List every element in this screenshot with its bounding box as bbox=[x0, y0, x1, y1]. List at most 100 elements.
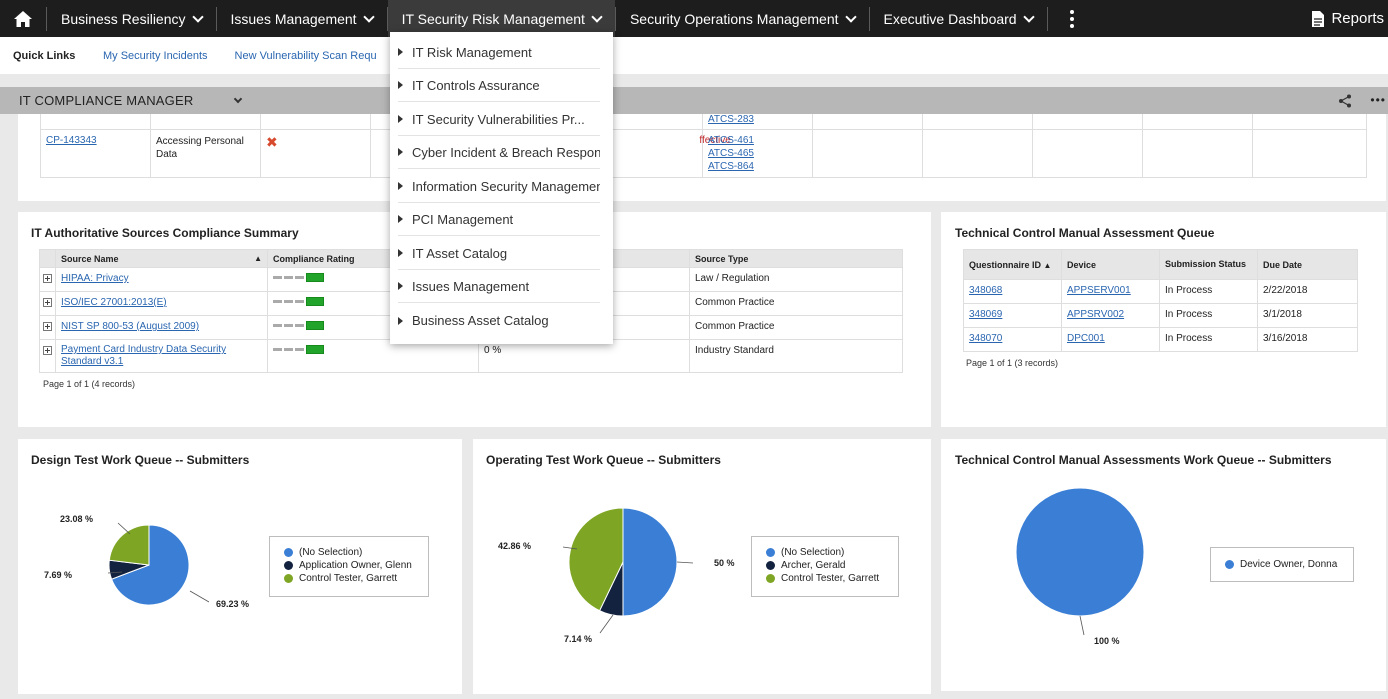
menu-item-it-asset-catalog[interactable]: IT Asset Catalog bbox=[398, 237, 600, 270]
nav-executive-dashboard[interactable]: Executive Dashboard bbox=[870, 0, 1047, 37]
nav-label: IT Security Risk Management bbox=[401, 10, 585, 27]
legend-dot bbox=[284, 548, 293, 557]
source-link[interactable]: HIPAA: Privacy bbox=[61, 273, 129, 284]
menu-item-cyber-incident[interactable]: Cyber Incident & Breach Respon... bbox=[398, 136, 600, 169]
nav-issues-management[interactable]: Issues Management bbox=[217, 0, 387, 37]
legend-item[interactable]: Control Tester, Garrett bbox=[766, 572, 886, 585]
more-menu-button[interactable] bbox=[1048, 0, 1096, 37]
expand-icon[interactable] bbox=[43, 346, 52, 355]
document-icon bbox=[1312, 10, 1325, 27]
column-header-source-name[interactable]: Source Name ▲ bbox=[55, 249, 268, 268]
source-link[interactable]: NIST SP 800-53 (August 2009) bbox=[61, 321, 200, 332]
column-header-device[interactable]: Device bbox=[1061, 249, 1160, 280]
caret-right-icon bbox=[398, 249, 403, 257]
menu-item-it-security-vulnerabilities[interactable]: IT Security Vulnerabilities Pr... bbox=[398, 103, 600, 136]
chevron-down-icon[interactable] bbox=[234, 94, 243, 104]
sort-asc-icon: ▲ bbox=[254, 253, 262, 263]
legend-item[interactable]: (No Selection) bbox=[766, 546, 886, 559]
controls-table-panel: ATCS-283 CP-143343 Accessing Personal Da… bbox=[18, 114, 1386, 201]
pie-slice[interactable] bbox=[108, 524, 150, 566]
submission-status: In Process bbox=[1159, 279, 1258, 304]
caret-right-icon bbox=[398, 48, 403, 56]
reports-button[interactable]: Reports bbox=[1311, 0, 1384, 37]
source-type: Common Practice bbox=[689, 315, 903, 340]
leader-line bbox=[1079, 615, 1085, 636]
due-date: 2/22/2018 bbox=[1257, 279, 1358, 304]
pager-text: Page 1 of 1 (4 records) bbox=[43, 379, 136, 389]
caret-right-icon bbox=[398, 115, 403, 123]
atcs-link[interactable]: ATCS-465 bbox=[708, 147, 754, 159]
quick-link-my-security-incidents[interactable]: My Security Incidents bbox=[103, 49, 208, 62]
due-date: 3/1/2018 bbox=[1257, 303, 1358, 328]
table-row: Payment Card Industry Data Security Stan… bbox=[39, 339, 903, 373]
table-row: CP-143343 Accessing Personal Data ✖ Opff… bbox=[40, 128, 1367, 178]
pie-slice[interactable] bbox=[1015, 487, 1145, 617]
legend-item[interactable]: (No Selection) bbox=[284, 546, 416, 559]
legend-dot bbox=[766, 548, 775, 557]
menu-item-pci-management[interactable]: PCI Management bbox=[398, 203, 600, 236]
column-header-source-type[interactable]: Source Type bbox=[689, 249, 903, 268]
questionnaire-link[interactable]: 348068 bbox=[969, 285, 1003, 296]
expand-icon[interactable] bbox=[43, 298, 52, 307]
caret-right-icon bbox=[398, 282, 403, 290]
leader-line bbox=[107, 571, 123, 574]
menu-item-information-security[interactable]: Information Security Managemen... bbox=[398, 170, 600, 203]
leader-line bbox=[599, 614, 614, 634]
source-link[interactable]: ISO/IEC 27001:2013(E) bbox=[61, 297, 167, 308]
device-link[interactable]: APPSERV001 bbox=[1067, 285, 1131, 296]
operating-test-chart-panel: Operating Test Work Queue -- Submitters … bbox=[473, 439, 931, 694]
queue-table: Questionnaire ID ▲ Device Submission Sta… bbox=[963, 249, 1358, 352]
pie-slice[interactable] bbox=[568, 507, 624, 612]
caret-right-icon bbox=[398, 182, 403, 190]
sources-table: Source Name▲ Compliance Rating s Source … bbox=[39, 249, 903, 373]
more-icon[interactable]: ••• bbox=[1370, 93, 1386, 107]
design-test-chart-panel: Design Test Work Queue -- Submitters 23.… bbox=[18, 439, 462, 694]
table-row: 348070 DPC001 In Process 3/16/2018 bbox=[963, 327, 1358, 352]
pie-slice[interactable] bbox=[622, 507, 678, 617]
compliance-rating-bar bbox=[273, 273, 324, 282]
submission-status: In Process bbox=[1159, 303, 1258, 328]
quick-links-bar: Quick Links My Security Incidents New Vu… bbox=[0, 37, 1388, 74]
quick-link-new-vulnerability-scan[interactable]: New Vulnerability Scan Requ bbox=[234, 49, 377, 62]
device-link[interactable]: APPSRV002 bbox=[1067, 309, 1125, 320]
legend-item[interactable]: Archer, Gerald bbox=[766, 559, 886, 572]
questionnaire-link[interactable]: 348069 bbox=[969, 309, 1003, 320]
expand-icon[interactable] bbox=[43, 322, 52, 331]
slice-label: 69.23 % bbox=[216, 599, 250, 609]
questionnaire-link[interactable]: 348070 bbox=[969, 333, 1003, 344]
column-header-questionnaire-id[interactable]: Questionnaire ID ▲ bbox=[963, 249, 1062, 280]
column-header-submission-status[interactable]: Submission Status bbox=[1159, 249, 1258, 280]
atcs-link[interactable]: ATCS-283 bbox=[708, 114, 754, 125]
submission-status: In Process bbox=[1159, 327, 1258, 352]
column-header-due-date[interactable]: Due Date bbox=[1257, 249, 1358, 280]
legend-item[interactable]: Control Tester, Garrett bbox=[284, 572, 416, 585]
section-title: IT COMPLIANCE MANAGER bbox=[19, 93, 194, 108]
legend-dot bbox=[284, 561, 293, 570]
share-icon[interactable] bbox=[1338, 94, 1352, 108]
home-button[interactable] bbox=[0, 0, 46, 37]
legend-item[interactable]: Device Owner, Donna bbox=[1225, 558, 1341, 571]
section-header: IT COMPLIANCE MANAGER ••• bbox=[0, 87, 1388, 114]
control-id-link[interactable]: CP-143343 bbox=[46, 134, 97, 146]
nav-security-operations-management[interactable]: Security Operations Management bbox=[616, 0, 869, 37]
legend-dot bbox=[766, 561, 775, 570]
chevron-down-icon bbox=[591, 10, 603, 23]
expand-icon[interactable] bbox=[43, 274, 52, 283]
nav-it-security-risk-management[interactable]: IT Security Risk Management bbox=[387, 0, 615, 37]
panel-title: Technical Control Manual Assessment Queu… bbox=[955, 226, 1215, 240]
pie-chart bbox=[562, 507, 694, 634]
menu-item-it-risk-management[interactable]: IT Risk Management bbox=[398, 36, 600, 69]
menu-item-business-asset-catalog[interactable]: Business Asset Catalog bbox=[398, 304, 600, 337]
nav-business-resiliency[interactable]: Business Resiliency bbox=[47, 0, 216, 37]
compliance-rating-bar bbox=[273, 321, 324, 330]
atcs-link[interactable]: ATCS-864 bbox=[708, 160, 754, 172]
atcs-link[interactable]: ATCS-461 bbox=[708, 134, 754, 146]
chart-legend: (No Selection) Archer, Gerald Control Te… bbox=[751, 536, 899, 597]
menu-item-it-controls-assurance[interactable]: IT Controls Assurance bbox=[398, 69, 600, 102]
device-link[interactable]: DPC001 bbox=[1067, 333, 1105, 344]
caret-right-icon bbox=[398, 148, 403, 156]
source-link[interactable]: Payment Card Industry Data Security Stan… bbox=[61, 344, 227, 367]
menu-item-issues-management[interactable]: Issues Management bbox=[398, 270, 600, 303]
pie-slice[interactable] bbox=[110, 524, 190, 606]
legend-item[interactable]: Application Owner, Glenn bbox=[284, 559, 416, 572]
